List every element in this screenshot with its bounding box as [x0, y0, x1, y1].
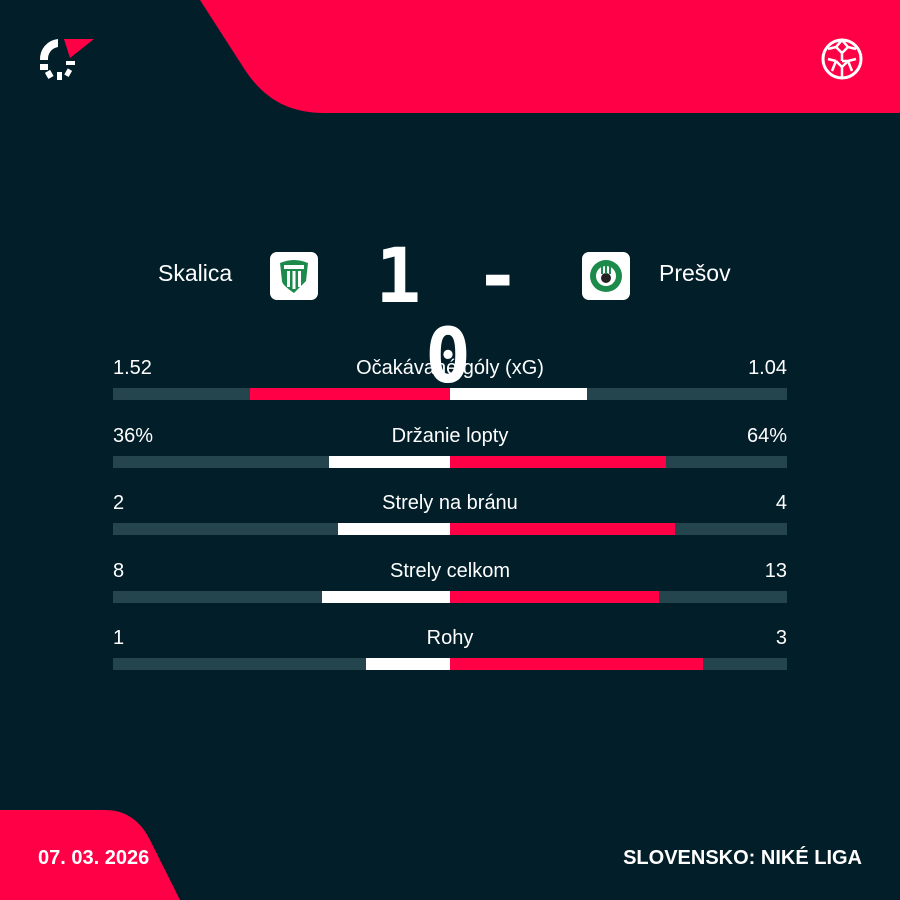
stat-bar-away-fill [450, 388, 587, 400]
flashscore-logo-icon [39, 39, 94, 80]
stat-bar-away-fill [450, 590, 659, 603]
stat-home-value: 1 [113, 627, 125, 649]
stat-row: 8 Strely celkom 13 [113, 559, 787, 609]
stat-away-value: 3 [775, 627, 787, 649]
score-separator: - [474, 231, 525, 320]
stat-bar-home-fill [365, 658, 450, 670]
stat-label: Rohy [426, 627, 474, 649]
stat-label: Strely celkom [389, 559, 511, 582]
football-icon [821, 38, 863, 80]
stat-bar-track [113, 388, 787, 400]
stat-bar-home-fill [321, 590, 450, 603]
stat-away-value: 4 [775, 492, 787, 514]
stat-label: Strely na bránu [382, 492, 518, 514]
stat-row: 1.52 Očakávané góly (xG) 1.04 [113, 356, 787, 406]
stat-bar-track [113, 658, 787, 670]
stat-away-value: 1.04 [748, 357, 787, 379]
away-team-crest [582, 252, 630, 300]
stat-label: Očakávané góly (xG) [356, 357, 544, 379]
stat-row: 36% Držanie lopty 64% [113, 424, 787, 474]
stat-bar-away-fill [450, 658, 703, 670]
stat-bar-away-fill [450, 523, 675, 535]
stat-home-value: 36% [113, 424, 154, 447]
stat-away-value: 64% [746, 424, 787, 447]
stat-bar-home-fill [328, 455, 450, 468]
stat-row: 2 Strely na bránu 4 [113, 491, 787, 541]
stat-label: Držanie lopty [391, 424, 509, 447]
stat-bar-track [113, 523, 787, 535]
home-team-name: Skalica [158, 260, 233, 286]
stat-bar-track [113, 590, 787, 603]
stat-bar-home-fill [249, 388, 450, 400]
home-team-crest [270, 252, 318, 300]
stat-home-value: 1.52 [113, 357, 152, 379]
away-team-name: Prešov [659, 260, 731, 286]
stat-home-value: 8 [113, 559, 125, 582]
stat-bar-away-fill [450, 455, 666, 468]
stat-bar-track [113, 455, 787, 468]
stat-bar-home-fill [337, 523, 450, 535]
match-date: 07. 03. 2026 [38, 847, 150, 869]
away-score: 0 [425, 311, 475, 400]
home-score: 1 [375, 231, 426, 320]
score: 1 - 0 [340, 236, 560, 396]
stat-row: 1 Rohy 3 [113, 626, 787, 676]
league-name: SLOVENSKO: NIKÉ LIGA [623, 847, 862, 869]
stat-home-value: 2 [113, 492, 125, 514]
stat-away-value: 13 [764, 559, 787, 582]
